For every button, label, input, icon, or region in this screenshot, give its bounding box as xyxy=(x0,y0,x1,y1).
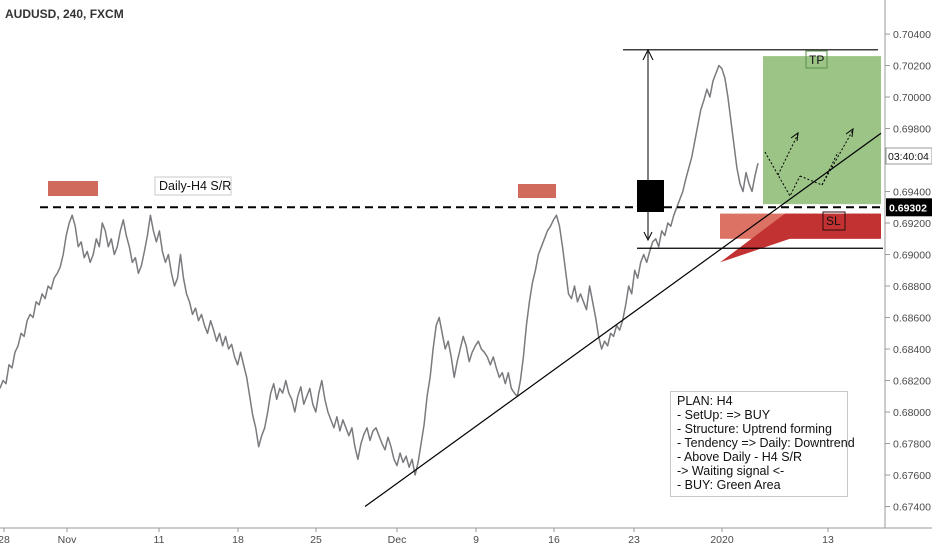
x-tick-label: 18 xyxy=(232,534,244,546)
plan-line: -> Waiting signal <- xyxy=(677,464,785,478)
x-tick-label: 23 xyxy=(628,534,640,546)
symbol-label: AUDUSD, 240, FXCM xyxy=(5,7,124,21)
y-tick-label: 0.67400 xyxy=(893,502,931,514)
sr-marker xyxy=(518,184,556,198)
y-tick-label: 0.68200 xyxy=(893,376,931,388)
tp-zone[interactable] xyxy=(763,56,881,205)
arrow-icon xyxy=(845,127,854,138)
projection-path xyxy=(764,151,801,198)
x-tick-label: 9 xyxy=(473,534,479,546)
sr-label: Daily-H4 S/R xyxy=(159,179,231,193)
x-tick-label: 25 xyxy=(310,534,322,546)
y-tick-label: 0.67800 xyxy=(893,439,931,451)
support-trendline[interactable] xyxy=(364,132,882,508)
y-tick-label: 0.69800 xyxy=(893,124,931,136)
x-tick-label: Nov xyxy=(58,534,77,546)
arrow-icon xyxy=(790,131,799,142)
arrow-down-icon xyxy=(643,231,653,242)
projection-arrow xyxy=(821,129,854,186)
y-tick-label: 0.70400 xyxy=(893,29,931,41)
plan-line: - Tendency => Daily: Downtrend xyxy=(677,436,855,450)
y-tick-label: 0.70000 xyxy=(893,92,931,104)
sr-marker xyxy=(48,181,98,196)
countdown-box xyxy=(885,147,932,165)
tp-label: TP xyxy=(809,53,824,67)
price-series-line xyxy=(0,64,759,476)
x-tick-label: 11 xyxy=(154,534,165,546)
arrow-up-icon xyxy=(642,48,654,61)
x-tick-label: 28 xyxy=(0,534,10,546)
projection-path xyxy=(799,151,839,186)
y-tick-label: 0.68800 xyxy=(893,281,931,293)
plan-note[interactable]: PLAN: H4- SetUp: => BUY - Structure: Uptr… xyxy=(670,391,855,497)
sr-label-box xyxy=(154,176,232,196)
entry-marker-box[interactable] xyxy=(637,180,664,212)
current-price-box xyxy=(886,198,932,217)
y-tick-label: 0.69400 xyxy=(893,187,931,199)
sl-label-box xyxy=(822,211,846,231)
y-tick-label: 0.70200 xyxy=(893,61,931,73)
countdown-label: 03:40:04 xyxy=(888,151,929,163)
y-tick-label: 0.67600 xyxy=(893,470,931,482)
x-tick-label: 16 xyxy=(548,534,560,546)
plan-line: - Structure: Uptrend forming xyxy=(677,422,832,436)
x-tick-label: 13 xyxy=(822,534,834,546)
plan-line: - BUY: Green Area xyxy=(677,478,781,492)
tp-label-box xyxy=(805,50,828,69)
current-price-label: 0.69302 xyxy=(889,202,927,214)
y-tick-label: 0.68600 xyxy=(893,313,931,325)
plan-line: - SetUp: => BUY xyxy=(677,408,771,422)
sl-label: SL xyxy=(826,214,841,228)
y-tick-label: 0.69200 xyxy=(893,218,931,230)
plan-line: PLAN: H4 xyxy=(677,394,733,408)
x-tick-label: 2020 xyxy=(710,534,734,546)
sl-zone[interactable] xyxy=(720,213,881,263)
y-tick-label: 0.68400 xyxy=(893,344,931,356)
y-tick-label: 0.68000 xyxy=(893,407,931,419)
x-tick-label: Dec xyxy=(388,534,407,546)
plan-line: - Above Daily - H4 S/R xyxy=(677,450,803,464)
y-tick-label: 0.69000 xyxy=(893,250,931,262)
